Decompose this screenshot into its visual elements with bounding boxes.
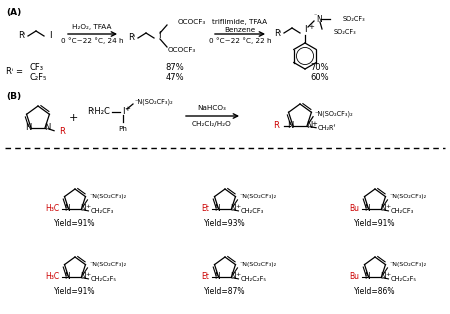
Text: C₂F₅: C₂F₅	[30, 73, 47, 83]
Text: ⁻: ⁻	[314, 14, 317, 19]
Text: CH₂CF₃: CH₂CF₃	[391, 208, 414, 214]
Text: OCOCF₃: OCOCF₃	[168, 47, 196, 53]
Text: N: N	[64, 273, 70, 281]
Text: OCOCF₃: OCOCF₃	[178, 19, 206, 25]
Text: N: N	[380, 204, 386, 214]
Text: Rⁱ: Rⁱ	[274, 29, 282, 37]
Text: NaHCO₃: NaHCO₃	[198, 105, 226, 111]
Text: (B): (B)	[6, 92, 21, 101]
Text: +: +	[386, 204, 391, 209]
Text: N: N	[44, 123, 50, 132]
Text: +: +	[86, 204, 91, 209]
Text: ⁻N(SO₂CF₃)₂: ⁻N(SO₂CF₃)₂	[239, 194, 277, 199]
Text: N: N	[214, 273, 220, 281]
Text: Rⁱ: Rⁱ	[128, 34, 136, 42]
Text: N: N	[26, 123, 32, 132]
Text: N: N	[230, 273, 236, 281]
Text: RⁱH₂C: RⁱH₂C	[87, 107, 110, 116]
Text: 0 °C~22 °C, 22 h: 0 °C~22 °C, 22 h	[209, 38, 271, 44]
Text: R: R	[59, 127, 65, 136]
Text: SO₂CF₃: SO₂CF₃	[343, 16, 366, 22]
Text: Rⁱ =: Rⁱ =	[6, 68, 23, 77]
Text: +: +	[308, 24, 314, 30]
Text: Yield=93%: Yield=93%	[204, 219, 246, 228]
Text: N: N	[81, 273, 86, 281]
Text: I: I	[122, 107, 124, 116]
Text: Yield=91%: Yield=91%	[54, 219, 96, 228]
Text: Bu: Bu	[350, 204, 360, 214]
Text: Benzene: Benzene	[225, 27, 256, 33]
Text: Et: Et	[202, 273, 210, 281]
Text: N: N	[380, 273, 386, 281]
Text: CH₂CF₃: CH₂CF₃	[90, 208, 114, 214]
Text: H₃C: H₃C	[45, 273, 59, 281]
Text: CH₂Cl₂/H₂O: CH₂Cl₂/H₂O	[192, 121, 232, 127]
Text: +: +	[235, 273, 241, 277]
Text: (A): (A)	[6, 8, 21, 17]
Text: ⁻N(SO₂CF₃)₂: ⁻N(SO₂CF₃)₂	[389, 263, 427, 268]
Text: R: R	[273, 121, 279, 130]
Text: ⁻N(SO₂CF₃)₂: ⁻N(SO₂CF₃)₂	[239, 263, 277, 268]
Text: Rⁱ: Rⁱ	[18, 31, 26, 41]
Text: H₃C: H₃C	[45, 204, 59, 214]
Text: CH₂Rᶠ: CH₂Rᶠ	[318, 125, 337, 131]
Text: +: +	[235, 204, 241, 209]
Text: triflimide, TFAA: triflimide, TFAA	[212, 19, 268, 25]
Text: +: +	[86, 273, 91, 277]
Text: 60%: 60%	[310, 73, 329, 83]
Text: N: N	[316, 14, 322, 24]
Text: N: N	[364, 204, 369, 214]
Text: CF₃: CF₃	[30, 63, 44, 73]
Text: SO₂CF₃: SO₂CF₃	[334, 29, 357, 35]
Text: ⁻N(SO₂CF₃)₂: ⁻N(SO₂CF₃)₂	[135, 99, 174, 105]
Text: 47%: 47%	[166, 73, 184, 83]
Text: CH₂C₂F₅: CH₂C₂F₅	[391, 276, 417, 282]
Text: CH₂C₂F₅: CH₂C₂F₅	[240, 276, 266, 282]
Text: ⁻N(SO₂CF₃)₂: ⁻N(SO₂CF₃)₂	[90, 194, 126, 199]
Text: N: N	[306, 121, 312, 130]
Text: 70%: 70%	[310, 63, 329, 73]
Text: N: N	[288, 121, 294, 130]
Text: +: +	[386, 273, 391, 277]
Text: Yield=87%: Yield=87%	[204, 286, 246, 295]
Text: ⁻N(SO₂CF₃)₂: ⁻N(SO₂CF₃)₂	[315, 111, 354, 117]
Text: ⁻N(SO₂CF₃)₂: ⁻N(SO₂CF₃)₂	[389, 194, 427, 199]
Text: Yield=91%: Yield=91%	[54, 286, 96, 295]
Text: I: I	[49, 31, 52, 41]
Text: N: N	[81, 204, 86, 214]
Text: 0 °C~22 °C, 24 h: 0 °C~22 °C, 24 h	[61, 38, 123, 44]
Text: N: N	[364, 273, 369, 281]
Text: N: N	[64, 204, 70, 214]
Text: Yield=91%: Yield=91%	[354, 219, 396, 228]
Text: CH₂C₂F₅: CH₂C₂F₅	[90, 276, 117, 282]
Text: N: N	[214, 204, 220, 214]
Text: I: I	[158, 31, 160, 41]
Text: ⁻N(SO₂CF₃)₂: ⁻N(SO₂CF₃)₂	[90, 263, 126, 268]
Text: H₂O₂, TFAA: H₂O₂, TFAA	[72, 24, 112, 30]
Text: +: +	[68, 113, 78, 123]
Text: Ph: Ph	[118, 126, 127, 132]
Text: Yield=86%: Yield=86%	[354, 286, 396, 295]
Text: Et: Et	[202, 204, 210, 214]
Text: +: +	[311, 121, 317, 127]
Text: Bu: Bu	[350, 273, 360, 281]
Text: CH₂CF₃: CH₂CF₃	[240, 208, 264, 214]
Text: I: I	[304, 25, 306, 35]
Text: N: N	[230, 204, 236, 214]
Text: 87%: 87%	[166, 63, 184, 73]
Text: +: +	[124, 106, 130, 112]
